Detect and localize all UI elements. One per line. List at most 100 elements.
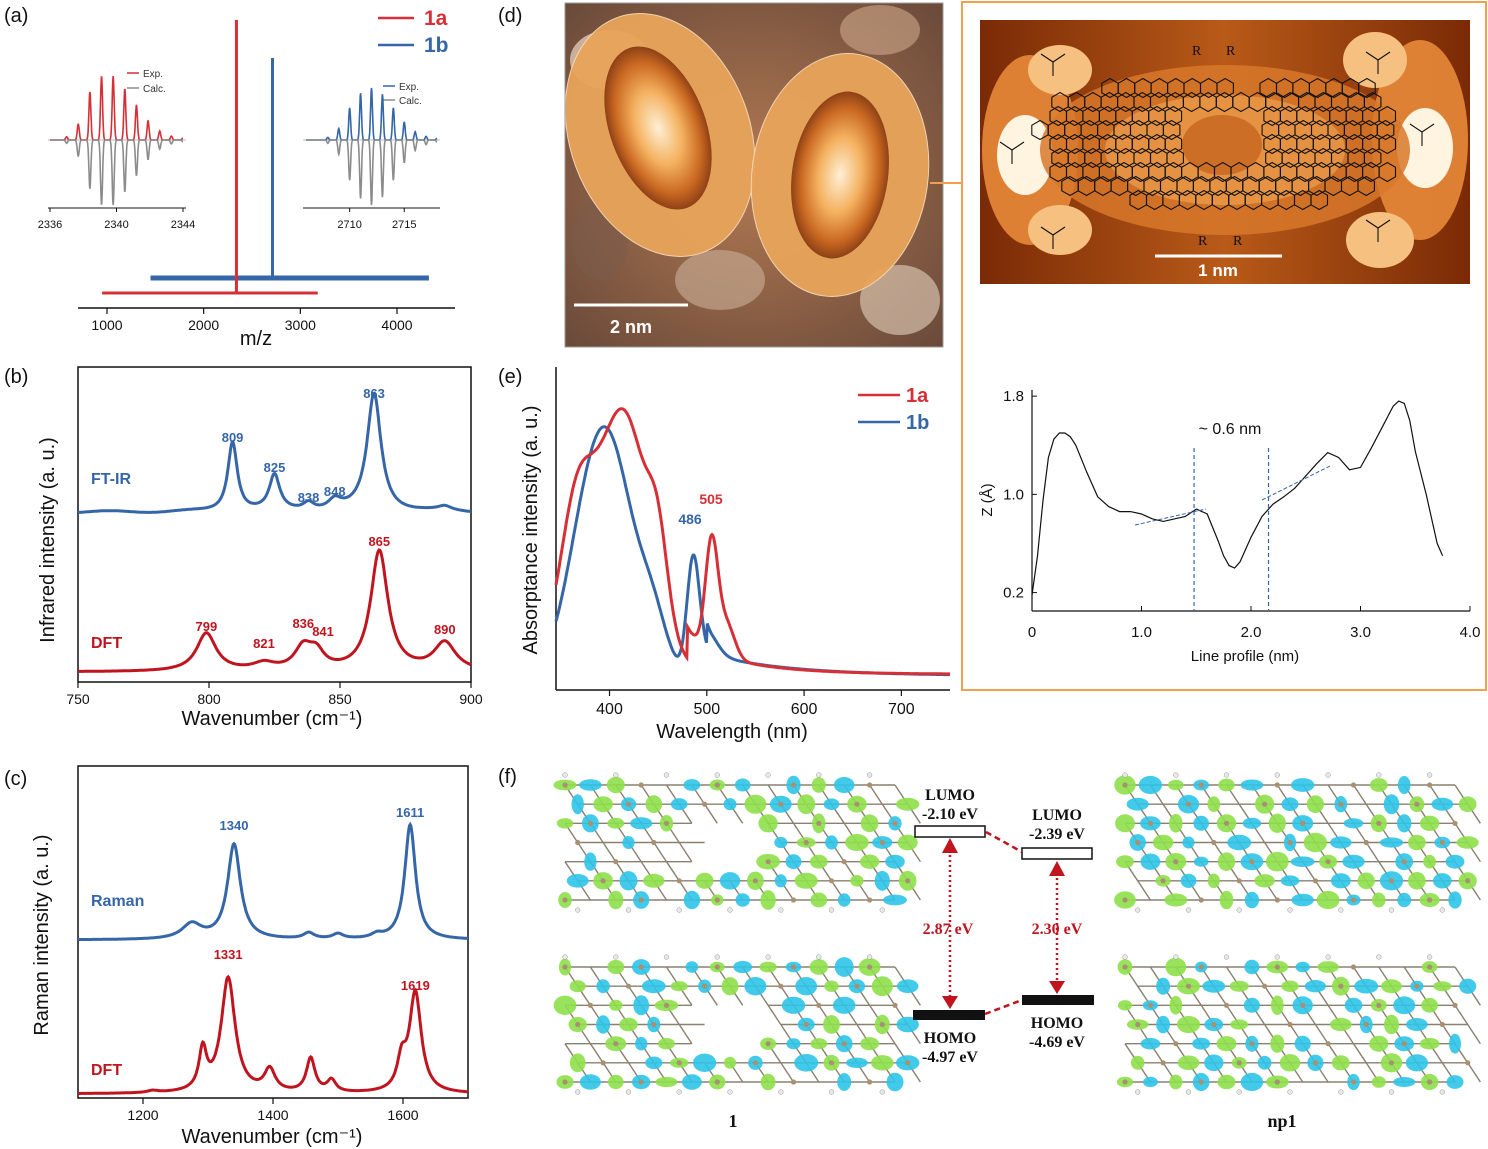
molRightTop-lobe-4 [1218, 778, 1235, 792]
molRightBot-lobe-29 [1421, 997, 1438, 1013]
molRightTop-lobe-46 [1193, 856, 1209, 867]
f-molecule-1-lumo [553, 772, 921, 913]
molLeftTop-lobe-21 [556, 818, 574, 829]
molLeftTop-lobe-34 [845, 834, 869, 851]
molLeftBot-lobe-42 [810, 1038, 828, 1050]
molLeftBot-lobe-38 [635, 1036, 648, 1051]
c-series-dft [78, 974, 469, 1095]
molRightBot-h-top-6 [1274, 954, 1280, 960]
molRightBot-atom-81 [1223, 1002, 1230, 1008]
d-zoom-frame [961, 1, 1487, 691]
molLeftBot-atom-88 [752, 1060, 759, 1066]
molLeftBot-atom-93 [714, 1079, 720, 1085]
molLeftBot-lobe-39 [658, 1038, 675, 1050]
panel-a-mass-spectrum: 1000 2000 3000 4000 m/z 1a 1b Exp. Calc. 23… [38, 7, 455, 350]
d-profile-annotation: ~ 0.6 nm [1199, 421, 1262, 438]
molRightBot-lobe-23 [1243, 997, 1260, 1013]
molRightTop-lobe-37 [1303, 832, 1328, 853]
molRightBot-atom-98 [1465, 1060, 1471, 1066]
molLeftTop-lobe-23 [607, 817, 625, 829]
molRightTop-lobe-62 [1357, 872, 1375, 890]
f-arrowhead-2 [942, 996, 958, 1009]
f-molecule-np1-lumo [1114, 772, 1481, 913]
molLeftTop-atom-81 [879, 839, 885, 846]
e-legend-1a: 1a [906, 385, 929, 407]
molRightBot-atom-99 [1122, 1079, 1128, 1085]
molLeftBot-lobe-64 [837, 1073, 852, 1091]
molRightTop-lobe-35 [1227, 834, 1252, 851]
molRightTop-h-top-0 [1122, 772, 1128, 778]
e-label-505: 505 [699, 491, 723, 507]
f-lumo-left-value: -2.10 eV [922, 806, 978, 823]
molLeftTop-lobe-36 [897, 834, 918, 851]
molLeftTop-atom-94 [867, 897, 873, 903]
molLeftBot-atom-66 [562, 964, 568, 970]
panel-d-stm: 2 nm R R R R 1 nm [564, 1, 1487, 691]
d-tbu-a-3 [1365, 51, 1379, 61]
p-ytick-label-2: 1.8 [1003, 388, 1024, 405]
molRightTop-atom-98 [1249, 859, 1255, 865]
a-inset2-calc-trace [306, 139, 438, 206]
molLeftBot-atom-76 [663, 1002, 670, 1008]
a-inset1-tick-label-0: 2336 [38, 219, 62, 231]
p-xtick-label-1: 1.0 [1131, 624, 1152, 641]
b-series-dft [78, 548, 472, 673]
molLeftBot-lobe-21 [871, 976, 893, 997]
molRightBot-lobe-5 [1295, 961, 1310, 973]
e-y-label: Absorptance intensity (a. u.) [520, 405, 542, 654]
panel-label-b: (b) [4, 366, 28, 388]
molLeftTop-atom-78 [575, 839, 581, 846]
molLeftBot-lobe-24 [609, 999, 623, 1011]
molLeftTop-atom-72 [778, 801, 784, 807]
d-sub-r-1: R [1192, 44, 1202, 59]
molRightBot-lobe-44 [1294, 1035, 1311, 1052]
molRightBot-lobe-58 [1405, 1054, 1428, 1072]
molLeftTop-atom-91 [638, 897, 644, 903]
a-xtick-label-1: 2000 [188, 317, 219, 333]
d-sub-r-2: R [1226, 44, 1236, 59]
molRightTop-lobe-58 [1207, 873, 1220, 889]
d-hex-ring-34 [1363, 91, 1382, 113]
molRightBot-lobe-43 [1270, 1034, 1285, 1053]
molRightTop-lobe-54 [1423, 854, 1436, 869]
molRightBot-lobe-50 [1177, 1055, 1200, 1071]
molRightBot-atom-101 [1274, 1079, 1280, 1085]
molRightBot-atom-73 [1274, 964, 1280, 970]
molLeftTop-atom-66 [638, 782, 644, 788]
molLeftTop-atom-86 [676, 878, 682, 884]
molLeftBot-atom-74 [854, 983, 860, 989]
molLeftBot-skeleton [564, 966, 921, 1083]
b-peak-label-blue-2: 838 [298, 490, 320, 505]
molRightBot-lobe-12 [1281, 980, 1299, 992]
molRightTop-lobe-49 [1265, 851, 1289, 872]
e-x-label: Wavelength (nm) [656, 721, 808, 743]
molLeftBot-atom-83 [613, 1041, 619, 1047]
molLeftTop-atom-65 [562, 782, 568, 788]
molLeftTop-atom-67 [714, 782, 720, 788]
molRightBot-lobe-13 [1304, 980, 1326, 993]
molRightTop-lobe-34 [1182, 836, 1195, 849]
molLeftTop-h-bot-2 [625, 907, 632, 913]
molLeftTop-atom-74 [587, 820, 594, 826]
d-hex-ring-67 [1376, 119, 1395, 141]
molLeftBot-lobe-63 [760, 1073, 776, 1091]
f-homo-right-value: -4.69 eV [1029, 1034, 1085, 1051]
molRightTop-atom-81 [1350, 782, 1357, 788]
molLeftTop-lobe-47 [695, 872, 714, 889]
molLeftBot-lobe-36 [896, 1016, 919, 1033]
molLeftBot-lobe-61 [682, 1074, 702, 1090]
molLeftTop-h-top-12 [866, 772, 873, 778]
molRightTop-atom-109 [1350, 897, 1357, 903]
molLeftBot-lobe-27 [781, 996, 806, 1014]
molRightTop-lobe-52 [1342, 854, 1365, 869]
d-hex-ring-14 [1358, 77, 1376, 99]
molRightTop-h-bot-4 [1236, 907, 1242, 913]
a-inset2-legend-calc: Calc. [399, 96, 422, 107]
molRightBot-lobe-68 [1393, 1077, 1416, 1087]
f-homo-level-left [913, 1010, 985, 1020]
molRightTop-lobe-18 [1431, 797, 1454, 811]
f-lumo-right-value: -2.39 eV [1029, 826, 1085, 843]
d-hex-ring-7 [1216, 77, 1234, 99]
molRightBot-atom-79 [1414, 983, 1420, 989]
molRightTop-h-top-8 [1325, 772, 1331, 778]
